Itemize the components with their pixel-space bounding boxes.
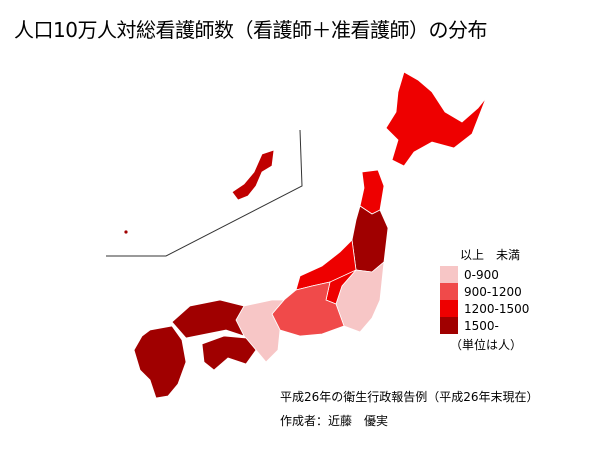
legend-swatch (440, 283, 458, 300)
region-kyushu (133, 325, 187, 399)
source-note: 平成26年の衛生行政報告例（平成26年末現在） (280, 390, 539, 404)
legend-label: 1200-1500 (464, 301, 530, 316)
region-tohoku-north (359, 169, 385, 215)
legend-item: 1200-1500 (440, 300, 529, 317)
region-okinawa (231, 149, 275, 201)
legend: 以上 未満 0-900 900-1200 1200-1500 1500- （単位… (440, 246, 529, 353)
legend-label: 1500- (464, 318, 499, 333)
legend-label: 0-900 (464, 267, 499, 282)
legend-unit: （単位は人） (450, 338, 523, 352)
inset-border (106, 129, 303, 257)
region-shikoku (201, 335, 257, 371)
legend-swatch (440, 300, 458, 317)
legend-header: 以上 未満 (460, 248, 521, 262)
region-hokkaido (385, 71, 487, 167)
legend-item: 900-1200 (440, 283, 529, 300)
legend-item: 1500- (440, 317, 529, 334)
legend-label: 900-1200 (464, 284, 522, 299)
map-title: 人口10万人対総看護師数（看護師＋准看護師）の分布 (14, 18, 487, 42)
author-note: 作成者：近藤 優実 (280, 414, 389, 428)
legend-item: 0-900 (440, 266, 529, 283)
island-small (123, 229, 129, 235)
legend-swatch (440, 317, 458, 334)
legend-swatch (440, 266, 458, 283)
region-tohoku-south (351, 205, 389, 273)
region-chugoku (171, 299, 245, 339)
